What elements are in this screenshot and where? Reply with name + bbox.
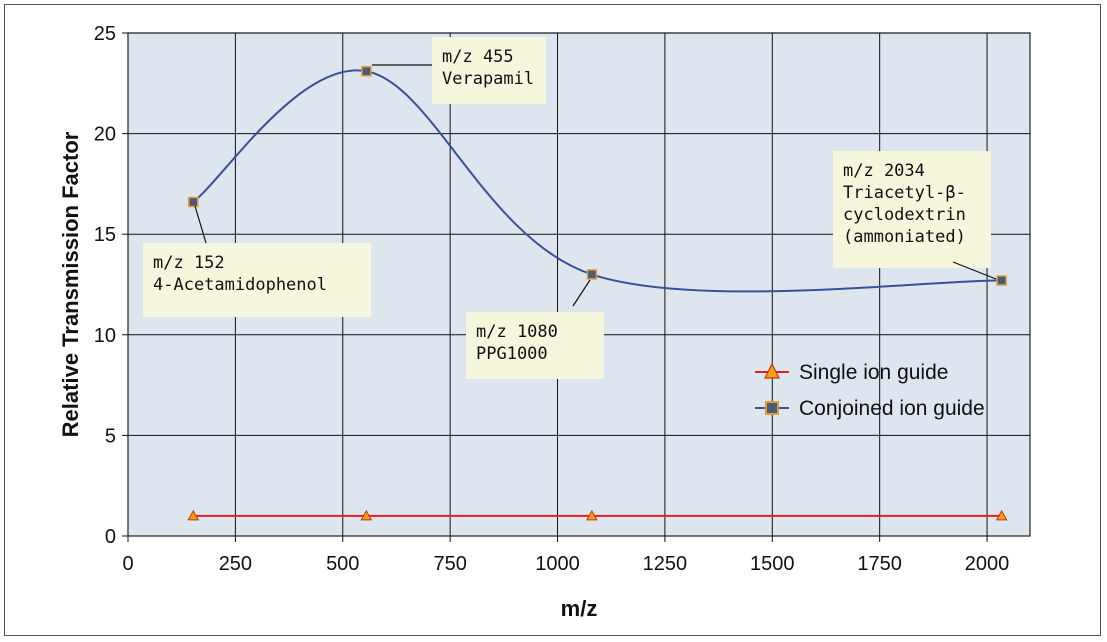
annotation-3: m/z 2034Triacetyl-β-cyclodextrin(ammonia… xyxy=(833,151,997,280)
series-0 xyxy=(187,509,1008,521)
x-tick-label: 1750 xyxy=(857,553,902,575)
series-layer xyxy=(187,65,1008,521)
annotation-text: (ammoniated) xyxy=(843,227,966,247)
annotation-text: m/z 152 xyxy=(153,253,225,273)
data-point xyxy=(187,509,200,521)
annotation-text: Triacetyl-β- xyxy=(843,183,966,203)
annotation-text: Verapamil xyxy=(442,69,534,89)
annotation-text: m/z 455 xyxy=(442,47,514,67)
x-tick-label: 250 xyxy=(219,553,252,575)
x-axis-ticks: 0 250 500 750 1000 1250 1500 1750 2000 xyxy=(122,536,1009,575)
data-point xyxy=(361,65,372,77)
series-line xyxy=(192,69,1002,293)
y-tick-label: 0 xyxy=(105,526,116,548)
data-point xyxy=(586,269,598,280)
figure-frame xyxy=(4,4,1101,636)
annotation-leader xyxy=(572,279,591,307)
legend-item-1: Conjoined ion guide xyxy=(755,397,985,420)
x-tick-label: 750 xyxy=(433,553,466,575)
legend: Single ion guide Conjoined ion guide xyxy=(755,361,985,420)
data-point xyxy=(995,509,1008,521)
legend-label: Conjoined ion guide xyxy=(799,397,985,420)
data-point xyxy=(586,509,598,521)
y-axis-ticks: 0 5 10 15 20 25 xyxy=(94,23,128,548)
legend-marker xyxy=(765,401,779,415)
annotation-box xyxy=(143,243,371,317)
annotation-text: m/z 1080 xyxy=(476,322,558,342)
data-point xyxy=(360,509,373,521)
y-tick-label: 25 xyxy=(94,23,116,45)
legend-marker xyxy=(764,362,780,379)
annotation-text: m/z 2034 xyxy=(843,161,925,181)
annotation-text: cyclodextrin xyxy=(843,205,966,225)
y-axis-title: Relative Transmission Factor xyxy=(58,131,83,437)
legend-label: Single ion guide xyxy=(799,361,948,384)
annotation-text: 4-Acetamidophenol xyxy=(153,275,327,295)
y-tick-label: 10 xyxy=(94,325,116,347)
y-tick-label: 5 xyxy=(105,425,116,447)
y-tick-label: 15 xyxy=(94,224,116,246)
data-point xyxy=(188,196,199,208)
x-tick-label: 1250 xyxy=(643,553,688,575)
x-tick-label: 1000 xyxy=(535,553,580,575)
x-axis-title: m/z xyxy=(561,596,598,621)
annotation-leader xyxy=(952,261,997,280)
x-tick-label: 0 xyxy=(122,553,133,575)
data-point xyxy=(996,275,1007,286)
legend-item-0: Single ion guide xyxy=(755,361,948,384)
y-tick-label: 20 xyxy=(94,124,116,146)
x-tick-label: 500 xyxy=(326,553,359,575)
x-tick-label: 2000 xyxy=(965,553,1010,575)
annotation-box xyxy=(833,151,991,268)
series-1 xyxy=(188,65,1007,293)
x-tick-label: 1500 xyxy=(750,553,795,575)
annotation-box xyxy=(466,312,604,379)
annotation-leader xyxy=(194,205,207,244)
annotation-text: PPG1000 xyxy=(476,344,548,364)
annotation-box xyxy=(432,37,546,104)
